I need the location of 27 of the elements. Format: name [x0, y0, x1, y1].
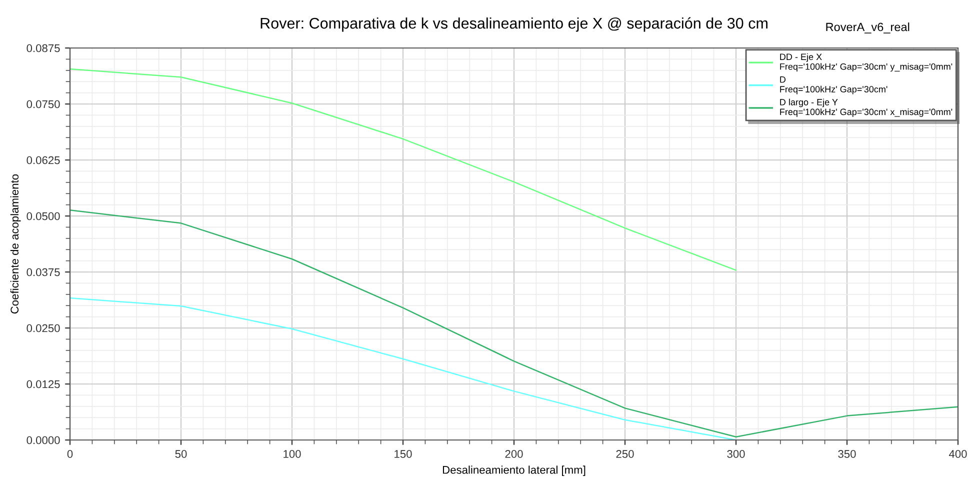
legend-label: D Freq='100kHz' Gap='30cm' — [780, 76, 888, 94]
y-axis-title: Coeficiente de acoplamiento — [10, 174, 21, 314]
x-tick-label: 150 — [394, 450, 412, 458]
x-tick-label: 250 — [616, 450, 634, 458]
x-tick-label: 300 — [727, 450, 745, 458]
x-axis-title: Desalineamiento lateral [mm] — [442, 466, 586, 476]
legend-label: D largo - Eje Y Freq='100kHz' Gap='30cm' x_misag='0mm' — [780, 98, 952, 117]
x-tick-label: 50 — [175, 450, 187, 458]
x-tick-label: 100 — [284, 450, 301, 458]
y-tick-label: 0.0000 — [26, 436, 60, 444]
text: RoverA_v6_real — [826, 22, 910, 34]
x-tick-label: 400 — [948, 450, 967, 458]
y-tick-label: 0.0625 — [26, 156, 60, 164]
line-series — [70, 297, 737, 440]
x-tick-label: 200 — [505, 450, 523, 458]
y-tick-label: 0.0375 — [26, 268, 60, 276]
x-tick-label: 350 — [838, 450, 856, 458]
line-series — [70, 68, 737, 271]
legend-label: DD - Eje X Freq='100kHz' Gap='30cm' y_misag='0mm' — [780, 53, 952, 72]
y-tick-label: 0.0125 — [26, 380, 60, 388]
y-tick-label: 0.0750 — [26, 100, 60, 108]
y-tick-label: 0.0500 — [26, 212, 60, 220]
y-tick-label: 0.0250 — [26, 324, 60, 332]
line-series — [70, 210, 958, 438]
y-tick-label: 0.0875 — [26, 44, 60, 52]
x-tick-label: 0 — [67, 450, 73, 458]
chart-title: Rover: Comparativa de k vs desalineamiento eje X @ separación de 30 cm — [260, 17, 768, 32]
